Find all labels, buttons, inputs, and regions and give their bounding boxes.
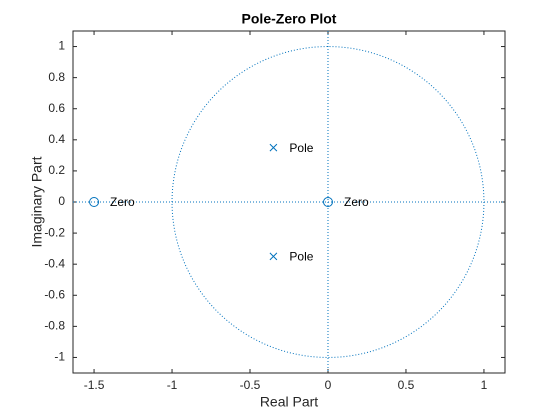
pole-marker	[269, 143, 278, 152]
y-axis-label: Imaginary Part	[29, 156, 45, 247]
y-tick-label: 0.8	[48, 70, 65, 84]
unit-circle	[171, 46, 485, 358]
point-label: Zero	[110, 195, 135, 209]
y-tick-label: -0.2	[44, 225, 65, 239]
y-tick-label: 0.4	[48, 132, 65, 146]
x-tick-label: 1	[481, 378, 488, 392]
y-tick-label: 0.2	[48, 163, 65, 177]
chart-title: Pole-Zero Plot	[242, 11, 337, 27]
pole-marker	[269, 252, 278, 261]
y-tick-label: -0.8	[44, 319, 65, 333]
point-label: Pole	[289, 250, 313, 264]
x-tick-label: 0	[325, 378, 332, 392]
x-tick-label: -1	[167, 378, 178, 392]
point-label: Zero	[344, 195, 369, 209]
x-tick-label: -0.5	[240, 378, 261, 392]
y-tick-label: -1	[54, 350, 65, 364]
point-label: Pole	[289, 141, 313, 155]
x-axis-label: Real Part	[260, 394, 318, 410]
y-tick-label: 0.6	[48, 101, 65, 115]
x-tick-label: -1.5	[84, 378, 105, 392]
x-tick-label: 0.5	[398, 378, 415, 392]
zero-marker	[89, 197, 100, 207]
y-tick-label: 0	[58, 194, 65, 208]
y-tick-label: -0.4	[44, 256, 65, 270]
y-tick-label: 1	[58, 39, 65, 53]
zero-marker	[322, 197, 333, 207]
y-tick-label: -0.6	[44, 287, 65, 301]
